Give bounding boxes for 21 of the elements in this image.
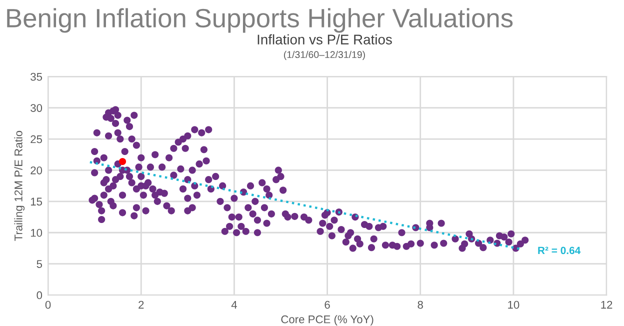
x-axis-title: Core PCE (% YoY): [281, 315, 374, 326]
x-tick-label: 8: [418, 300, 423, 309]
y-tick-label: 25: [30, 135, 42, 144]
x-tick-label: 0: [45, 300, 51, 309]
x-tick-label: 4: [231, 300, 237, 309]
x-tick-label: 6: [324, 300, 330, 309]
chart-title: Benign Inflation Supports Higher Valuations: [7, 8, 513, 33]
y-tick-label: 30: [30, 104, 42, 112]
x-tick-label: 10: [508, 300, 520, 309]
y-tick-label: 15: [30, 198, 42, 206]
text: (1/31/60–12/31/19): [284, 50, 365, 60]
y-axis-title: Trailing 12M P/E Ratio: [14, 130, 25, 241]
x-tick-label: 12: [601, 300, 612, 309]
x-tick-label: 2: [138, 300, 144, 309]
y-tick-label: 5: [36, 260, 42, 268]
y-tick-label: 0: [36, 291, 42, 300]
y-tick-label: 10: [30, 228, 42, 237]
y-tick-label: 20: [30, 166, 42, 174]
chart-subtitle: Inflation vs P/E Ratios: [258, 34, 392, 44]
annotation: R² = 0.64: [538, 246, 581, 254]
y-tick-label: 35: [30, 72, 42, 81]
